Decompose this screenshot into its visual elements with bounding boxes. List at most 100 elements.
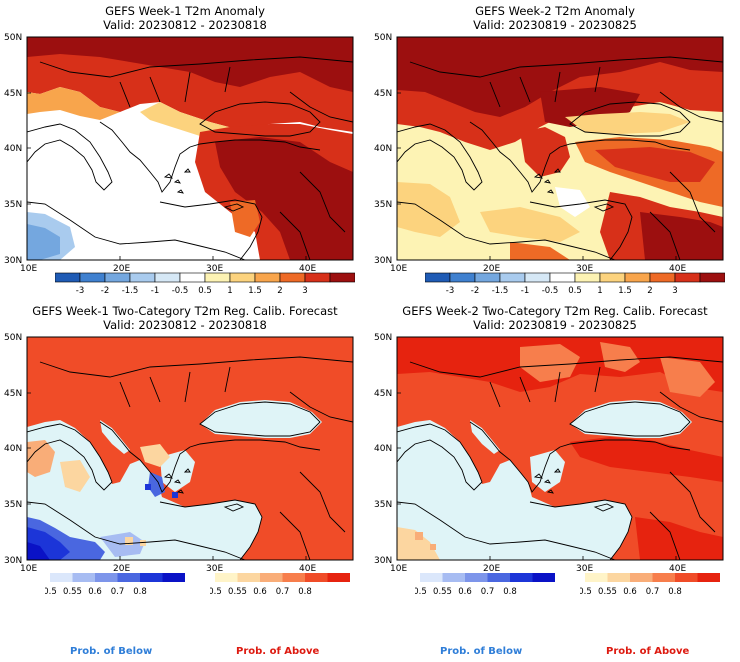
anomaly-colorbar-week1: -3 -2 -1.5 -1 -0.5 0.5 1 1.5 2 3 bbox=[55, 272, 355, 296]
below-colorbar-week1: 0.5 0.55 0.6 0.7 0.8 bbox=[45, 573, 185, 597]
colorbar-tick-label: 3 bbox=[672, 286, 677, 296]
colorbar-tick-label: 1.5 bbox=[618, 286, 632, 296]
colorbar-box bbox=[282, 573, 305, 582]
colorbar-tick-label: -1.5 bbox=[492, 286, 509, 296]
panel-3-valid: Valid: 20230812 - 20230818 bbox=[103, 318, 267, 332]
colorbar-tick-label: -1 bbox=[521, 286, 529, 296]
colorbar-box bbox=[140, 573, 163, 582]
colorbar-tick-label: 0.55 bbox=[63, 587, 82, 597]
lat-label-40n: 40N bbox=[4, 144, 22, 154]
lat-label-40n: 40N bbox=[374, 444, 392, 454]
lon-label-20e: 20E bbox=[113, 264, 130, 272]
lat-label-35n: 35N bbox=[4, 500, 22, 510]
lon-label-40e: 40E bbox=[299, 264, 316, 272]
map-week1-anomaly: 50N 45N 40N 35N 30N 10E 20E 30E 40E bbox=[4, 33, 354, 272]
lat-label-35n: 35N bbox=[374, 500, 392, 510]
lon-label-40e: 40E bbox=[669, 264, 686, 272]
above-colorbar-week1: 0.5 0.55 0.6 0.7 0.8 bbox=[210, 573, 350, 597]
lat-label-30n: 30N bbox=[4, 556, 22, 566]
colorbar-box bbox=[449, 272, 476, 283]
colorbar-tick-label: 0.8 bbox=[298, 587, 312, 597]
colorbar-box bbox=[420, 573, 443, 582]
colorbar-tick-label: 1.5 bbox=[248, 286, 262, 296]
lat-label-30n: 30N bbox=[4, 256, 22, 266]
prob-below-label-week1: Prob. of Below bbox=[70, 646, 153, 657]
colorbar-box bbox=[652, 573, 675, 582]
colorbar-box bbox=[699, 272, 725, 283]
colorbar-tick-label: -0.5 bbox=[172, 286, 189, 296]
panel-3-title-block: GEFS Week-1 Two-Category T2m Reg. Calib.… bbox=[0, 304, 370, 332]
lon-label-20e: 20E bbox=[483, 564, 500, 572]
colorbar-tick-label: -3 bbox=[76, 286, 84, 296]
colorbar-box bbox=[607, 573, 630, 582]
colorbar-box bbox=[549, 272, 576, 283]
map-week1-probability: 50N 45N 40N 35N 30N 10E 20E 30E 40E bbox=[4, 333, 354, 572]
colorbar-box bbox=[304, 272, 331, 283]
above-colorbar-week2: 0.5 0.55 0.6 0.7 0.8 bbox=[580, 573, 720, 597]
lat-label-45n: 45N bbox=[4, 89, 22, 99]
colorbar-tick-label: 0.7 bbox=[111, 587, 125, 597]
colorbar-box bbox=[510, 573, 533, 582]
lon-label-30e: 30E bbox=[206, 264, 223, 272]
anomaly-colorbar-week2: -3 -2 -1.5 -1 -0.5 0.5 1 1.5 2 3 bbox=[425, 272, 725, 296]
colorbar-box bbox=[474, 272, 501, 283]
colorbar-box bbox=[117, 573, 140, 582]
colorbar-box bbox=[95, 573, 118, 582]
lat-label-35n: 35N bbox=[374, 200, 392, 210]
panel-1-title-block: GEFS Week-1 T2m Anomaly Valid: 20230812 … bbox=[0, 4, 370, 32]
colorbar-box bbox=[697, 573, 720, 582]
map-week2-anomaly: 50N 45N 40N 35N 30N 10E 20E 30E 40E bbox=[374, 33, 724, 272]
lon-label-30e: 30E bbox=[576, 264, 593, 272]
colorbar-tick-label: 0.55 bbox=[433, 587, 452, 597]
panel-4-valid: Valid: 20230819 - 20230825 bbox=[473, 318, 637, 332]
colorbar-box bbox=[327, 573, 350, 582]
colorbar-tick-label: -1 bbox=[151, 286, 159, 296]
colorbar-box bbox=[279, 272, 306, 283]
colorbar-tick-label: 0.8 bbox=[503, 587, 517, 597]
lon-label-30e: 30E bbox=[206, 564, 223, 572]
colorbar-tick-label: 0.5 bbox=[415, 587, 427, 597]
lon-label-40e: 40E bbox=[299, 564, 316, 572]
colorbar-box bbox=[442, 573, 465, 582]
lat-label-45n: 45N bbox=[374, 89, 392, 99]
colorbar-tick-label: 0.55 bbox=[228, 587, 247, 597]
map-week2-probability: 50N 45N 40N 35N 30N 10E 20E 30E 40E bbox=[374, 333, 724, 572]
colorbar-tick-label: 0.8 bbox=[133, 587, 147, 597]
colorbar-box bbox=[585, 573, 608, 582]
lon-label-10e: 10E bbox=[390, 264, 407, 272]
colorbar-tick-label: -0.5 bbox=[542, 286, 559, 296]
colorbar-box bbox=[79, 272, 106, 283]
colorbar-box bbox=[465, 573, 488, 582]
lat-label-35n: 35N bbox=[4, 200, 22, 210]
colorbar-tick-label: 0.7 bbox=[481, 587, 495, 597]
lat-label-50n: 50N bbox=[374, 333, 392, 343]
prob-above-label-week2: Prob. of Above bbox=[606, 646, 690, 657]
panel-2-title-block: GEFS Week-2 T2m Anomaly Valid: 20230819 … bbox=[370, 4, 740, 32]
colorbar-box bbox=[50, 573, 73, 582]
colorbar-tick-label: 0.8 bbox=[668, 587, 682, 597]
lat-label-30n: 30N bbox=[374, 256, 392, 266]
colorbar-tick-label: 0.6 bbox=[623, 587, 637, 597]
colorbar-box bbox=[532, 573, 555, 582]
prob-below-label-week2: Prob. of Below bbox=[440, 646, 523, 657]
below-colorbar-week2: 0.5 0.55 0.6 0.7 0.8 bbox=[415, 573, 555, 597]
colorbar-box bbox=[154, 272, 181, 283]
panel-1-valid: Valid: 20230812 - 20230818 bbox=[103, 18, 267, 32]
colorbar-box bbox=[237, 573, 260, 582]
colorbar-box bbox=[599, 272, 626, 283]
colorbar-tick-label: 3 bbox=[302, 286, 307, 296]
colorbar-box bbox=[215, 573, 238, 582]
colorbar-box bbox=[162, 573, 185, 582]
panel-4-title-block: GEFS Week-2 Two-Category T2m Reg. Calib.… bbox=[370, 304, 740, 332]
colorbar-tick-label: 2 bbox=[277, 286, 282, 296]
lat-label-45n: 45N bbox=[4, 389, 22, 399]
colorbar-tick-label: 0.5 bbox=[198, 286, 212, 296]
colorbar-tick-label: 0.6 bbox=[88, 587, 102, 597]
lat-label-45n: 45N bbox=[374, 389, 392, 399]
colorbar-tick-label: -2 bbox=[101, 286, 109, 296]
panel-2-title: GEFS Week-2 T2m Anomaly bbox=[475, 4, 635, 18]
lon-label-10e: 10E bbox=[390, 564, 407, 572]
colorbar-box bbox=[675, 573, 698, 582]
panel-1-title: GEFS Week-1 T2m Anomaly bbox=[105, 4, 265, 18]
colorbar-tick-label: 0.7 bbox=[276, 587, 290, 597]
